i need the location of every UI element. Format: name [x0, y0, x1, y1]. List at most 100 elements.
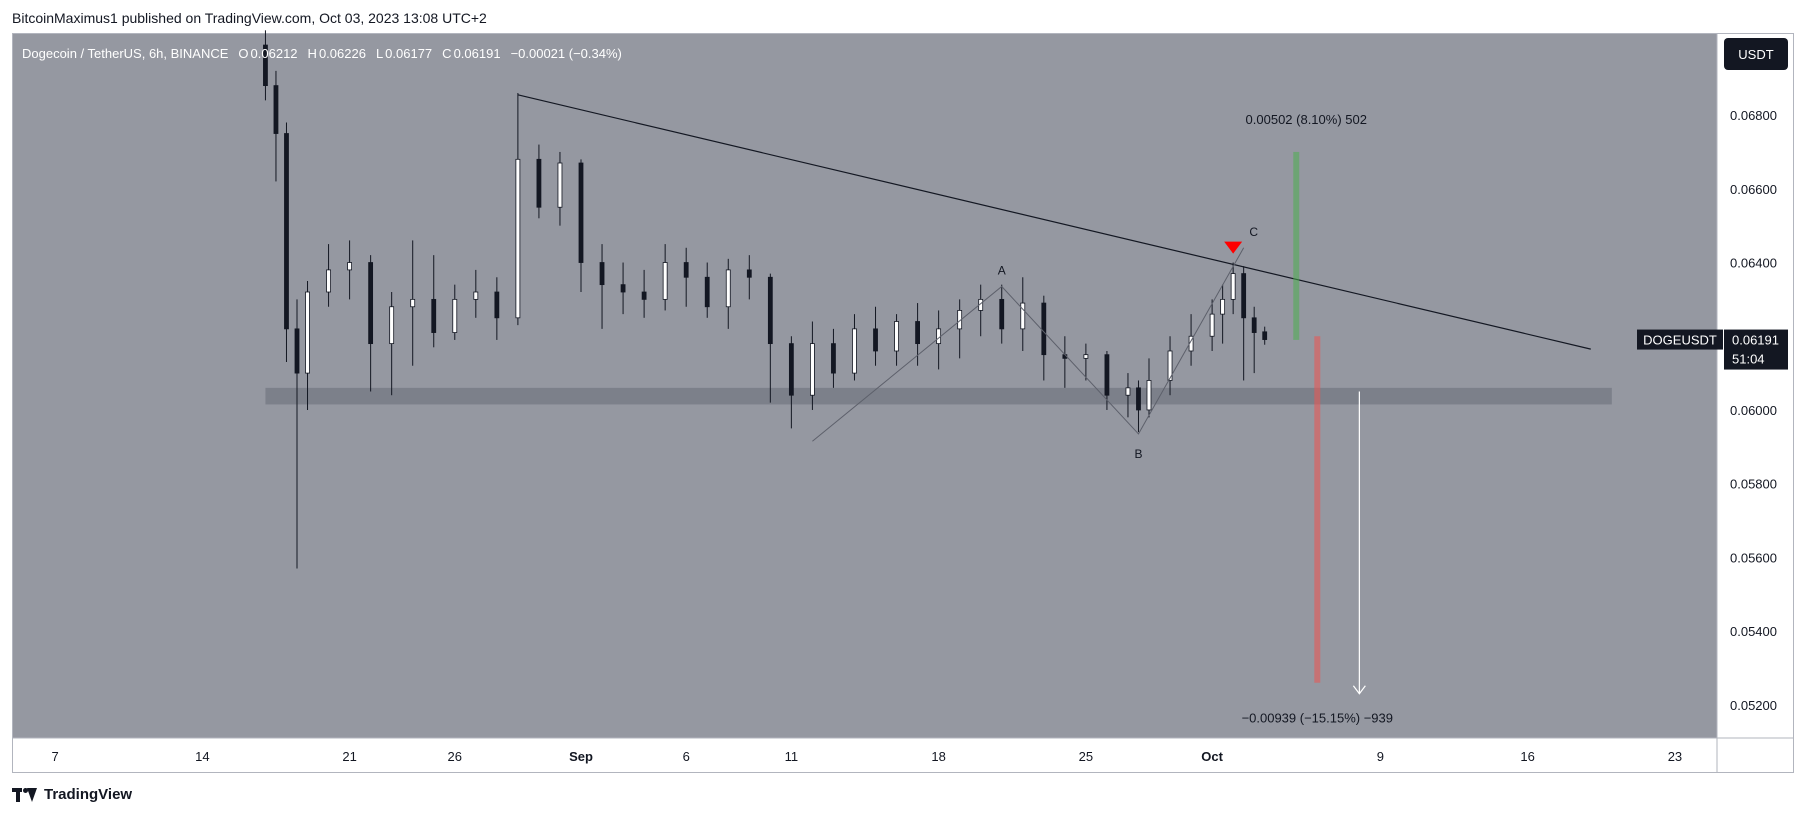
candle-body [999, 298, 1005, 330]
abc-wave-path[interactable] [812, 247, 1245, 442]
candle-body [431, 298, 437, 333]
price-tag-countdown: 51:04 [1732, 352, 1765, 367]
candle-body [557, 162, 563, 208]
candle [452, 284, 458, 340]
candle [599, 244, 605, 329]
candle [1125, 373, 1131, 418]
candle [873, 306, 878, 366]
currency-button[interactable]: USDT [1724, 38, 1788, 70]
candle [1083, 343, 1089, 381]
candle-body [368, 262, 374, 345]
descending-trendline[interactable] [517, 94, 1591, 350]
currency-label: USDT [1738, 47, 1773, 62]
candle [1262, 326, 1268, 345]
candle-body [1125, 387, 1131, 396]
annotations: A B C 0.00502 (8.10%) 502 −0.00939 (−15.15%)… [517, 94, 1591, 726]
candle [1136, 380, 1141, 433]
candle-body [536, 158, 542, 208]
plot-area[interactable] [13, 34, 1717, 738]
candle-body [704, 276, 710, 308]
candle-body [1167, 350, 1173, 381]
candle [263, 30, 268, 101]
wave-label-b: B [1134, 447, 1142, 461]
candle-body [305, 291, 310, 374]
candle-body [936, 328, 942, 345]
candle [557, 151, 563, 226]
candle-body [1136, 387, 1141, 411]
candle [894, 314, 899, 366]
price-tag-symbol: DOGEUSDT [1643, 333, 1717, 348]
x-tick-label: 6 [683, 749, 690, 764]
upside-measure-bar[interactable] [1293, 151, 1300, 340]
publisher-line: BitcoinMaximus1 published on TradingView… [12, 10, 487, 26]
candle-body [746, 269, 752, 278]
candle-body [915, 321, 920, 345]
wave-label-c: C [1249, 225, 1258, 239]
candle [1209, 299, 1215, 351]
candle [788, 336, 794, 429]
last-price-tag: DOGEUSDT 0.06191 51:04 [1637, 329, 1788, 370]
candle [294, 299, 300, 569]
candle-body [1262, 331, 1268, 340]
candle [810, 321, 815, 410]
candle-body [1020, 302, 1026, 330]
candle-body [1251, 317, 1257, 333]
candle-body [1220, 298, 1226, 315]
x-tick-label: 26 [448, 749, 462, 764]
candle [1230, 262, 1236, 315]
candle-body [831, 343, 836, 374]
candle-body [1146, 380, 1152, 411]
candle-body [662, 262, 668, 300]
legend-symbol: Dogecoin / TetherUS, 6h, BINANCE [22, 46, 229, 61]
candle-body [494, 291, 500, 319]
x-tick-label: 21 [342, 749, 356, 764]
footer-brand[interactable]: TradingView [12, 786, 132, 803]
candle [831, 328, 836, 388]
y-tick-label: 0.06400 [1730, 256, 1777, 271]
y-tick-label: 0.06000 [1730, 403, 1777, 418]
tradingview-logo-icon [12, 787, 38, 802]
candle [683, 247, 689, 307]
candle [852, 314, 857, 381]
candle-body [852, 328, 857, 374]
candle-body [1230, 273, 1236, 300]
candle-body [599, 262, 605, 286]
y-tick-label: 0.05800 [1730, 477, 1777, 492]
candle [1167, 336, 1173, 396]
candle [473, 269, 479, 318]
x-tick-label: Sep [569, 749, 593, 764]
y-tick-label: 0.05600 [1730, 550, 1777, 565]
x-tick-label: 7 [51, 749, 58, 764]
x-tick-label: 25 [1079, 749, 1093, 764]
downside-measure-bar[interactable] [1314, 336, 1321, 683]
brand-name: TradingView [44, 786, 133, 803]
legend-open: 0.06212 [251, 46, 298, 61]
candle [494, 277, 500, 340]
price-tag-value: 0.06191 [1732, 333, 1779, 348]
y-tick-label: 0.06600 [1730, 182, 1777, 197]
downside-measure-label: −0.00939 (−15.15%) −939 [1242, 711, 1393, 726]
candle [641, 269, 647, 318]
candle-body [273, 85, 279, 134]
x-tick-label: 9 [1377, 749, 1384, 764]
candle-body [641, 291, 647, 300]
legend-o-label: O [238, 46, 248, 61]
candle [284, 122, 289, 363]
candle [620, 262, 626, 315]
candle-body [389, 306, 395, 345]
candle-body [326, 269, 331, 293]
candle [515, 92, 521, 326]
candle [273, 70, 279, 182]
candle-body [294, 328, 300, 374]
candle [746, 255, 752, 300]
legend-h-label: H [308, 46, 317, 61]
y-tick-label: 0.05200 [1730, 698, 1777, 713]
candle [305, 280, 310, 410]
x-tick-label: Oct [1201, 749, 1223, 764]
candle-body [263, 44, 268, 87]
arrow-down-icon [1352, 685, 1366, 695]
rejection-marker-icon [1224, 241, 1243, 254]
legend-c-label: C [442, 46, 451, 61]
wave-label-a: A [998, 263, 1006, 277]
